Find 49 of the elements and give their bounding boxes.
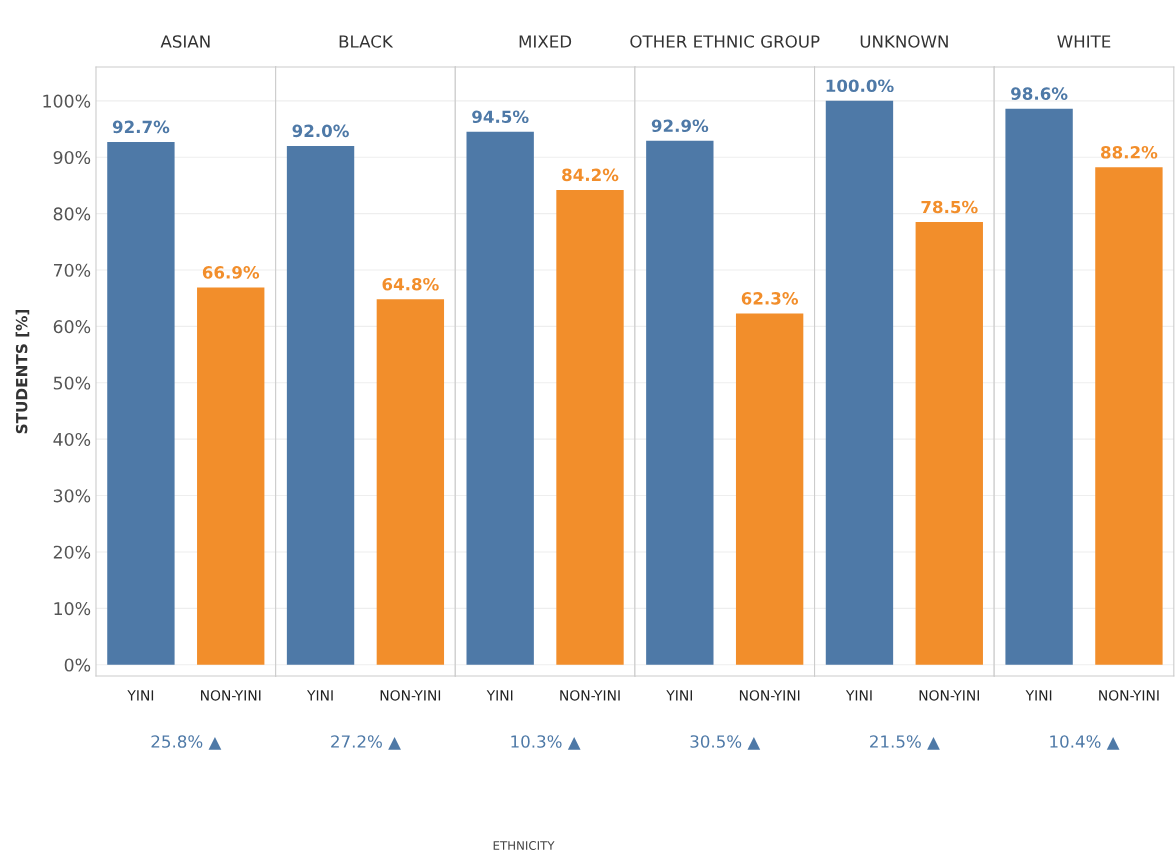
chart-title: WHITE	[1057, 35, 1111, 48]
text: 10.3% ▲	[511, 735, 581, 750]
x-tick-label: NON-YINI	[560, 690, 620, 701]
x-tick-label: NON-YINI	[380, 690, 441, 701]
x-tick-label: NON-YINI	[1099, 690, 1159, 701]
x-tick-label: YINI	[1025, 690, 1052, 701]
data-label: 92.0%	[292, 124, 349, 138]
y-tick-label: 30%	[53, 489, 91, 503]
y-tick-label: 90%	[53, 150, 91, 165]
y-tick-label: 10%	[54, 602, 91, 616]
x-tick-label: NON-YINI	[201, 690, 261, 701]
data-label: 92.9%	[651, 119, 709, 133]
y-axis-title: STUDENTS [%]	[15, 309, 30, 434]
y-tick-label: 60%	[53, 320, 91, 334]
data-label: 92.7%	[112, 120, 170, 134]
y-tick-label: 20%	[53, 545, 91, 559]
text: 10.4% ▲	[1050, 735, 1120, 750]
x-tick-label: YINI	[666, 690, 692, 701]
text: 25.8% ▲	[151, 735, 222, 750]
data-label: 62.3%	[741, 292, 799, 305]
text: 30.5% ▲	[690, 735, 761, 750]
data-label: 84.2%	[562, 168, 619, 182]
chart-title: BLACK	[339, 35, 394, 48]
data-label: 88.2%	[1101, 145, 1158, 159]
x-tick-label: YINI	[127, 690, 154, 701]
data-label: 64.8%	[382, 277, 439, 291]
x-tick-label: YINI	[845, 690, 872, 701]
data-label: 94.5%	[472, 110, 529, 124]
x-tick-label: YINI	[486, 690, 513, 701]
y-tick-label: 80%	[53, 207, 91, 221]
y-tick-label: 50%	[53, 376, 91, 390]
chart-title: OTHER ETHNIC GROUP	[630, 35, 820, 48]
data-label: 100.0%	[826, 79, 894, 93]
text: 27.2% ▲	[331, 735, 401, 750]
data-label: 66.9%	[202, 266, 260, 279]
x-tick-label: NON-YINI	[739, 690, 800, 701]
y-tick-label: 0%	[64, 658, 91, 672]
y-tick-label: 70%	[53, 263, 91, 277]
text: 21.5% ▲	[870, 735, 940, 750]
y-tick-label: 100%	[43, 94, 91, 108]
y-tick-label: 40%	[53, 432, 91, 447]
data-label: 98.6%	[1011, 87, 1068, 100]
x-tick-label: NON-YINI	[919, 690, 979, 701]
chart-title: ASIAN	[160, 35, 210, 48]
x-axis-title: ETHNICITY	[493, 841, 555, 850]
data-label: 78.5%	[921, 200, 978, 214]
chart-title: MIXED	[519, 35, 572, 48]
x-tick-label: YINI	[306, 690, 333, 701]
chart-title: UNKNOWN	[860, 35, 948, 48]
